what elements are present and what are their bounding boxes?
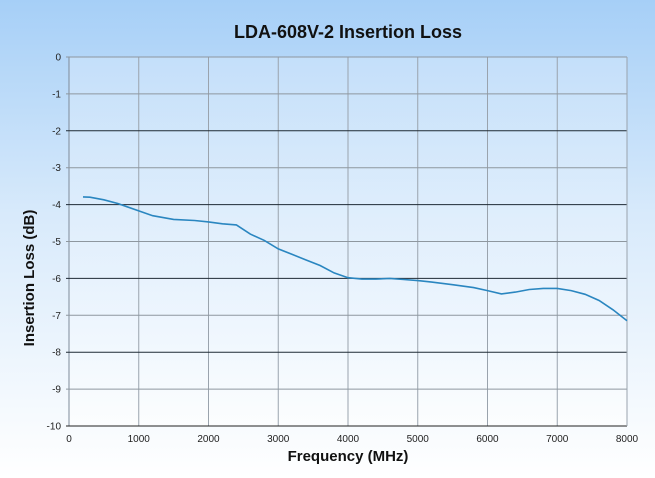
x-tick-label: 8000 [616,434,639,445]
x-tick-label: 1000 [128,434,151,445]
x-tick-label: 2000 [197,434,220,445]
x-axis-label: Frequency (MHz) [288,448,409,465]
y-tick-label: -4 [52,200,61,211]
series-line-insertion-loss [82,196,628,322]
y-tick-label: -5 [52,237,61,248]
y-tick-label: -2 [52,126,61,137]
y-axis-label: Insertion Loss (dB) [21,210,38,347]
x-tick-label: 4000 [337,434,360,445]
y-tick-label: -9 [52,385,61,396]
y-tick-label: -7 [52,311,61,322]
y-tick-label: -10 [47,422,62,433]
x-tick-label: 6000 [476,434,499,445]
y-tick-label: -8 [52,348,61,359]
y-tick-label: -1 [52,89,61,100]
x-tick-label: 7000 [546,434,569,445]
y-tick-label: 0 [55,53,61,64]
y-tick-label: -6 [52,274,61,285]
y-tick-label: -3 [52,163,61,174]
x-tick-label: 3000 [267,434,290,445]
x-tick-label: 0 [66,434,72,445]
chart-title: LDA-608V-2 Insertion Loss [234,22,462,42]
x-tick-label: 5000 [407,434,430,445]
